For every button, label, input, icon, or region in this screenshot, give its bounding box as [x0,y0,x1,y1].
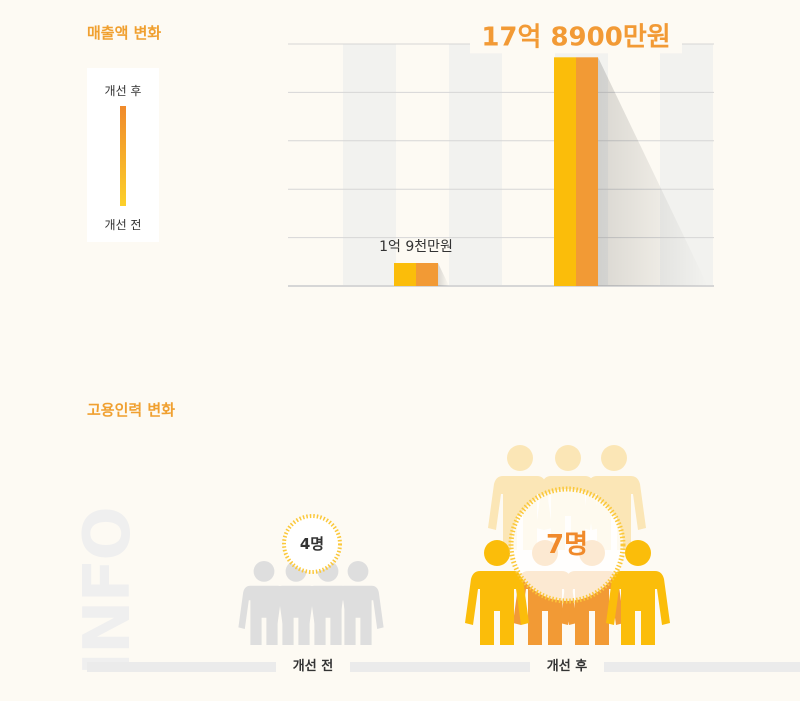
after-label: 개선 후 [530,657,604,677]
person-icon [238,561,290,645]
background-band [449,44,502,286]
value-label-bg [470,17,682,54]
bar-left-half [554,57,576,287]
before-label: 개선 전 [276,657,350,677]
after-count: 7명 [545,530,588,560]
before-count: 4명 [299,535,325,553]
bar-shadow [438,263,450,286]
before-people [238,561,384,645]
bar-value-label: 1억 9천만원 [379,239,453,255]
bar-value-label: 17억 8900만원 [481,22,670,52]
legend-top-label: 개선 후 [104,84,142,98]
employment-baseline [87,662,800,672]
revenue-section-title: 매출액 변화 [87,24,162,42]
background-band [343,44,396,286]
bar-left-half [394,263,416,286]
legend: 개선 후 개선 전 [87,68,159,242]
bar-shadow [598,57,708,287]
legend-bottom-label: 개선 전 [104,218,142,232]
employment-section-title: 고용인력 변화 [87,401,176,419]
legend-gradient-bar [120,106,126,206]
after-count-ring [508,486,626,604]
bar-right-half [416,263,438,286]
revenue-bar-chart: 1억 9천만원 17억 8900만원 [288,17,714,287]
before-count-ring [282,514,342,574]
bar-right-half [576,57,598,287]
